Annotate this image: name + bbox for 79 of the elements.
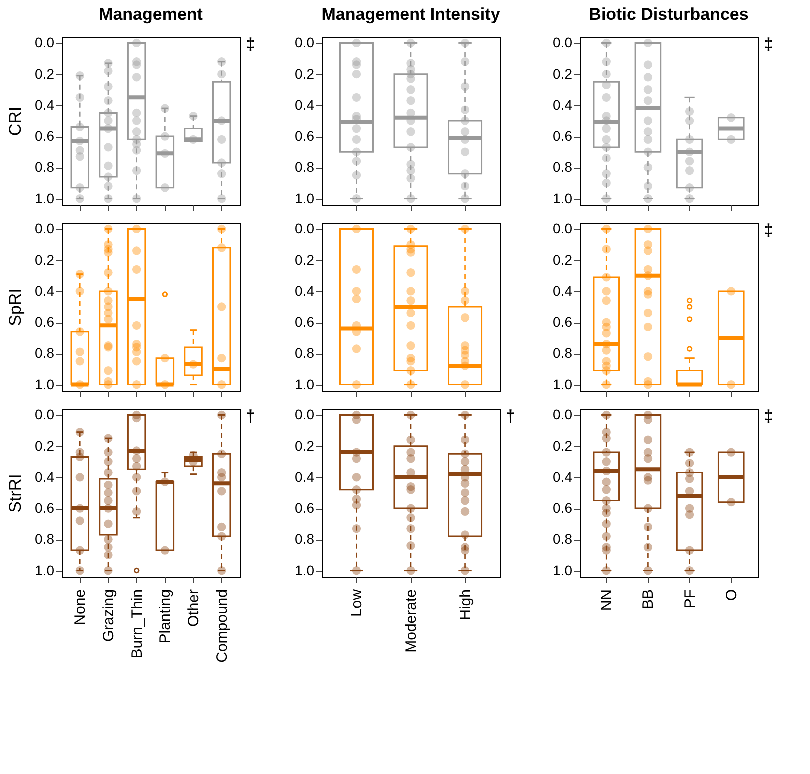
y-tick-label: 0.8 (35, 345, 55, 362)
y-tick-label: 0.2 (553, 252, 573, 268)
y-tick-label: 0.8 (295, 345, 315, 362)
y-tick-label: 1.0 (35, 190, 55, 206)
y-axis-title: StrRI (6, 474, 26, 513)
y-tick-label: 0.8 (553, 531, 573, 548)
text: ‡ (764, 407, 774, 426)
chart-title: Management Intensity (322, 5, 501, 24)
y-tick-label: 0.0 (553, 406, 573, 423)
y-tick-label: 0.8 (35, 531, 55, 548)
y-tick-label: 0.0 (553, 220, 573, 237)
x-tick-label: None (72, 590, 90, 626)
y-tick-label: 0.0 (553, 34, 573, 51)
x-tick-label: Grazing (100, 590, 118, 642)
y-tick-label: 0.8 (553, 159, 573, 176)
y-tick-label: 0.2 (553, 438, 573, 454)
y-tick-label: 0.4 (553, 96, 573, 113)
x-tick-label: NN (598, 590, 616, 612)
x-tick-label: Planting (157, 590, 174, 644)
y-tick-label: 0.8 (295, 531, 315, 548)
x-tick-label: Burn_Thin (128, 590, 146, 659)
y-tick-label: 0.0 (35, 220, 55, 237)
y-tick-label: 0.4 (553, 468, 573, 485)
y-axis-title: CRI (6, 106, 26, 136)
y-tick-label: 1.0 (35, 562, 55, 578)
y-tick-label: 0.4 (553, 282, 573, 299)
y-tick-label: 1.0 (553, 376, 573, 392)
y-tick-label: 0.6 (553, 500, 573, 516)
y-tick-label: 0.2 (35, 438, 55, 454)
y-tick-label: 0.4 (295, 468, 315, 485)
chart-title: Management (99, 5, 204, 24)
y-tick-label: 0.4 (35, 468, 55, 485)
y-tick-label: 0.6 (295, 500, 315, 516)
text: ‡ (764, 35, 774, 54)
y-tick-label: 0.0 (35, 406, 55, 423)
x-tick-label: Compound (214, 590, 231, 663)
y-tick-label: 0.6 (553, 128, 573, 144)
y-tick-label: 0.6 (35, 314, 55, 330)
y-tick-label: 0.0 (295, 34, 315, 51)
y-tick-label: 0.4 (35, 282, 55, 299)
y-axis-title: SpRI (6, 288, 26, 326)
y-tick-label: 0.2 (35, 66, 55, 82)
y-tick-label: 0.2 (553, 66, 573, 82)
y-tick-label: 0.0 (35, 34, 55, 51)
y-tick-label: 0.2 (35, 252, 55, 268)
y-tick-label: 0.6 (295, 314, 315, 330)
y-tick-label: 1.0 (35, 376, 55, 392)
y-tick-label: 0.8 (553, 345, 573, 362)
y-tick-label: 1.0 (295, 562, 315, 578)
y-tick-label: 1.0 (295, 190, 315, 206)
y-tick-label: 1.0 (553, 190, 573, 206)
x-tick-label: O (723, 590, 740, 602)
y-tick-label: 0.0 (295, 220, 315, 237)
y-tick-label: 0.6 (35, 500, 55, 516)
x-tick-label: Low (348, 589, 366, 618)
x-tick-label: PF (682, 590, 699, 609)
y-tick-label: 0.0 (295, 406, 315, 423)
y-tick-label: 0.8 (35, 159, 55, 176)
y-tick-label: 0.4 (295, 282, 315, 299)
text: ‡ (246, 35, 256, 54)
y-tick-label: 0.8 (295, 159, 315, 176)
y-tick-label: 0.4 (35, 96, 55, 113)
y-tick-label: 0.2 (295, 438, 315, 454)
text: † (506, 407, 516, 426)
y-tick-label: 1.0 (295, 376, 315, 392)
y-tick-label: 1.0 (553, 562, 573, 578)
x-tick-label: Other (186, 589, 203, 628)
y-tick-label: 0.4 (295, 96, 315, 113)
text: ‡ (764, 221, 774, 240)
x-tick-label: BB (640, 590, 658, 610)
x-tick-label: Moderate (403, 590, 420, 653)
y-tick-label: 0.6 (553, 314, 573, 330)
x-tick-label: High (457, 590, 474, 620)
y-tick-label: 0.2 (295, 252, 315, 268)
chart-title: Biotic Disturbances (589, 5, 749, 24)
text: † (246, 407, 256, 426)
y-tick-label: 0.2 (295, 66, 315, 82)
y-tick-label: 0.6 (35, 128, 55, 144)
y-tick-label: 0.6 (295, 128, 315, 144)
